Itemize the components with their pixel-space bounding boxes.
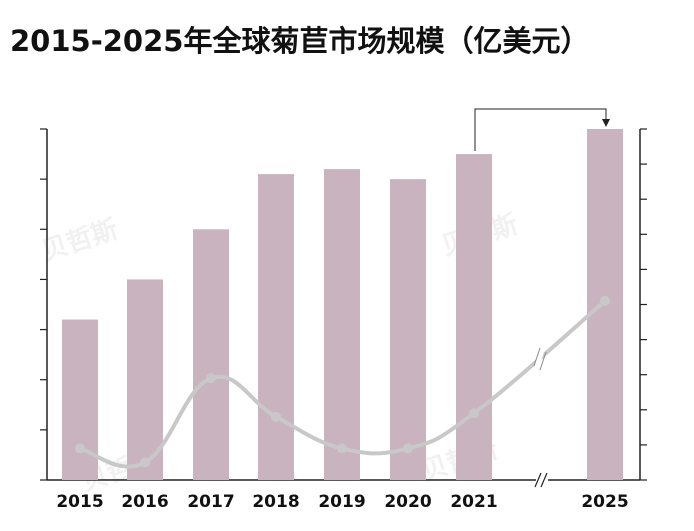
x-tick-label: 2019 (318, 492, 365, 512)
line-point-2021 (469, 408, 479, 419)
bar-2020 (390, 179, 426, 480)
bar-2018 (258, 174, 294, 480)
bar-2021 (456, 154, 492, 481)
x-tick-label: 2021 (450, 492, 497, 512)
axis-break-mark (534, 472, 548, 488)
bar-2017 (193, 229, 229, 480)
line-point-2018 (271, 411, 281, 422)
y-ticks-right (640, 128, 647, 481)
x-tick-label: 2018 (252, 492, 299, 512)
line-point-2020 (403, 443, 413, 454)
line-point-2019 (337, 443, 347, 454)
line-break-mark (533, 347, 541, 367)
x-tick-label: 2015 (56, 492, 103, 512)
x-tick-label: 2020 (384, 492, 431, 512)
x-tick-label: 2025 (581, 492, 628, 512)
bar-2019 (324, 169, 360, 480)
line-break-mark (539, 351, 547, 371)
trend-line (78, 298, 607, 469)
line-break-gap (533, 349, 545, 369)
bar-2016 (127, 279, 163, 480)
line-point-2025 (600, 295, 610, 306)
line-point-2017 (206, 373, 216, 384)
x-tick-label: 2016 (121, 492, 168, 512)
line-point-2016 (140, 457, 150, 468)
line-point-2015 (75, 443, 85, 454)
chart-title: 2015-2025年全球菊苣市场规模（亿美元） (10, 24, 590, 58)
growth-arrow (474, 108, 610, 151)
y-ticks-left (40, 128, 47, 481)
x-tick-label: 2017 (187, 492, 234, 512)
